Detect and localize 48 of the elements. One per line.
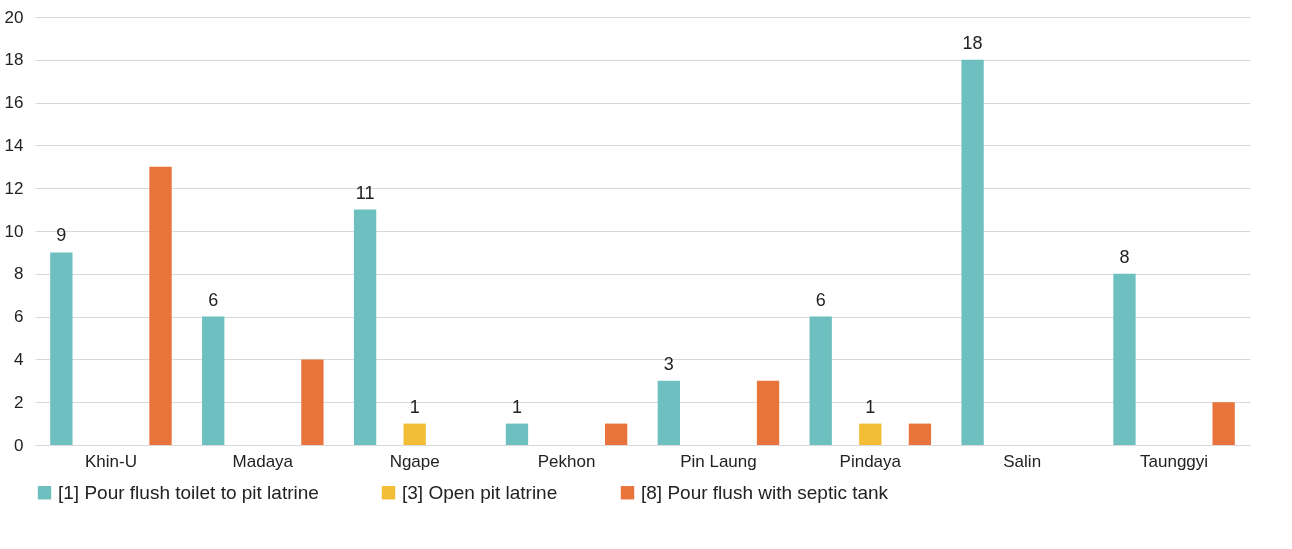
data-label: 8 (1119, 246, 1130, 267)
bar (1212, 402, 1235, 445)
y-tick-label: 4 (14, 349, 24, 369)
y-tick-label: 12 (4, 178, 24, 198)
data-label: 6 (208, 289, 219, 310)
y-tick-label: 10 (4, 221, 24, 241)
x-tick-label: Khin-U (84, 451, 137, 471)
bar (605, 423, 628, 445)
legend-label: [3] Open pit latrine (402, 481, 558, 503)
x-tick-label: Madaya (232, 451, 294, 471)
x-tick-label: Pin Laung (680, 451, 757, 471)
y-tick-label: 6 (14, 307, 24, 327)
data-label: 1 (409, 396, 420, 417)
y-tick-label: 0 (14, 435, 24, 455)
bar (809, 316, 832, 445)
data-label: 9 (56, 225, 67, 246)
bar (908, 423, 932, 445)
y-tick-label: 2 (14, 392, 24, 412)
x-tick-label: Taunggyi (1140, 451, 1209, 471)
bar (505, 423, 529, 445)
bar (657, 380, 680, 445)
bar (50, 252, 73, 445)
x-tick-label: Pindaya (839, 451, 902, 471)
y-tick-label: 16 (4, 93, 24, 113)
x-tick-label: Ngape (389, 451, 440, 471)
bar (859, 423, 882, 445)
bar (1113, 273, 1136, 445)
bar (301, 359, 324, 445)
bar (353, 209, 377, 445)
x-tick-label: Pekhon (537, 451, 596, 471)
y-tick-label: 18 (4, 50, 24, 70)
legend-label: [1] Pour flush toilet to pit latrine (58, 481, 319, 503)
bar (756, 380, 780, 445)
data-label: 3 (663, 353, 674, 374)
bar (202, 316, 225, 445)
data-label: 11 (355, 182, 375, 203)
data-label: 1 (865, 396, 876, 417)
data-label: 18 (962, 32, 983, 53)
legend-label: [8] Pour flush with septic tank (641, 481, 889, 503)
data-label: 6 (815, 289, 826, 310)
bar (149, 166, 172, 445)
bar (961, 59, 984, 445)
x-tick-label: Salin (1003, 451, 1042, 471)
y-tick-label: 8 (14, 264, 24, 284)
y-tick-label: 14 (4, 135, 24, 155)
data-label: 1 (511, 396, 522, 417)
bar (403, 423, 426, 445)
y-tick-label: 20 (4, 7, 24, 27)
